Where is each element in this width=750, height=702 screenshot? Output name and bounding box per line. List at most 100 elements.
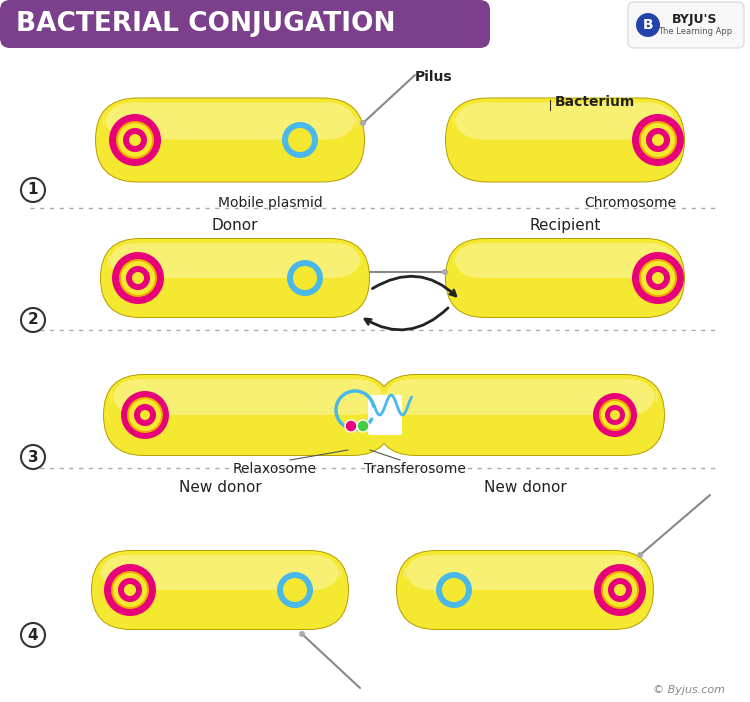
Text: New donor: New donor <box>178 480 261 495</box>
FancyBboxPatch shape <box>95 98 365 183</box>
FancyBboxPatch shape <box>445 98 685 183</box>
Circle shape <box>599 399 631 431</box>
Circle shape <box>129 399 161 431</box>
Text: Donor: Donor <box>211 218 258 233</box>
Circle shape <box>608 578 632 602</box>
Circle shape <box>601 571 639 609</box>
Circle shape <box>116 121 154 159</box>
Text: BYJU'S: BYJU'S <box>672 13 718 27</box>
Circle shape <box>614 584 626 596</box>
Circle shape <box>637 552 643 558</box>
Circle shape <box>652 134 664 146</box>
FancyBboxPatch shape <box>375 374 665 456</box>
Circle shape <box>283 578 307 602</box>
Circle shape <box>129 134 141 146</box>
Circle shape <box>646 128 670 152</box>
FancyBboxPatch shape <box>101 239 369 317</box>
Circle shape <box>293 266 317 290</box>
Circle shape <box>357 420 369 432</box>
Circle shape <box>119 259 157 297</box>
FancyBboxPatch shape <box>0 0 490 48</box>
Text: New donor: New donor <box>484 480 566 495</box>
FancyBboxPatch shape <box>446 239 684 317</box>
Text: BACTERIAL CONJUGATION: BACTERIAL CONJUGATION <box>16 11 395 37</box>
FancyBboxPatch shape <box>99 555 341 590</box>
Circle shape <box>121 391 169 439</box>
Circle shape <box>126 266 150 290</box>
Circle shape <box>121 261 155 295</box>
Circle shape <box>21 445 45 469</box>
Circle shape <box>132 272 144 284</box>
Circle shape <box>299 631 305 637</box>
Circle shape <box>442 269 448 275</box>
Circle shape <box>442 578 466 602</box>
FancyBboxPatch shape <box>383 379 657 415</box>
Text: 3: 3 <box>28 449 38 465</box>
Circle shape <box>123 128 147 152</box>
Text: The Learning App: The Learning App <box>658 27 732 36</box>
Circle shape <box>118 578 142 602</box>
FancyBboxPatch shape <box>396 550 654 630</box>
Text: 4: 4 <box>28 628 38 642</box>
FancyBboxPatch shape <box>453 243 677 278</box>
FancyBboxPatch shape <box>91 550 349 630</box>
Circle shape <box>112 252 164 304</box>
Circle shape <box>636 13 660 37</box>
Circle shape <box>111 571 149 609</box>
Circle shape <box>639 259 677 297</box>
FancyBboxPatch shape <box>628 2 744 48</box>
Circle shape <box>593 393 637 437</box>
FancyBboxPatch shape <box>445 238 685 318</box>
Circle shape <box>287 260 323 296</box>
FancyBboxPatch shape <box>96 98 364 182</box>
Text: Transferosome: Transferosome <box>364 462 466 476</box>
Circle shape <box>21 178 45 202</box>
Circle shape <box>118 123 152 157</box>
Circle shape <box>610 410 620 420</box>
Circle shape <box>113 573 147 607</box>
FancyBboxPatch shape <box>376 375 664 455</box>
Circle shape <box>632 114 684 166</box>
Circle shape <box>288 128 312 152</box>
Text: 2: 2 <box>28 312 38 328</box>
Circle shape <box>632 252 684 304</box>
Circle shape <box>21 623 45 647</box>
FancyBboxPatch shape <box>404 555 646 590</box>
Circle shape <box>605 405 625 425</box>
Text: Chromosome: Chromosome <box>584 196 676 210</box>
Circle shape <box>652 272 664 284</box>
Circle shape <box>594 564 646 616</box>
Text: Recipient: Recipient <box>530 218 601 233</box>
Circle shape <box>641 123 675 157</box>
FancyBboxPatch shape <box>111 379 385 415</box>
Circle shape <box>282 122 318 158</box>
Text: Bacterium: Bacterium <box>555 95 635 109</box>
Text: Relaxosome: Relaxosome <box>233 462 317 476</box>
Circle shape <box>360 120 366 126</box>
FancyBboxPatch shape <box>103 102 357 140</box>
Circle shape <box>436 572 472 608</box>
FancyBboxPatch shape <box>453 102 677 140</box>
Text: 1: 1 <box>28 183 38 197</box>
Circle shape <box>134 404 156 426</box>
Circle shape <box>639 121 677 159</box>
Circle shape <box>127 397 163 433</box>
Circle shape <box>646 266 670 290</box>
Circle shape <box>345 420 357 432</box>
Circle shape <box>124 584 136 596</box>
Text: © Byjus.com: © Byjus.com <box>653 685 725 695</box>
FancyBboxPatch shape <box>368 395 402 435</box>
Circle shape <box>277 572 313 608</box>
FancyBboxPatch shape <box>100 238 370 318</box>
Circle shape <box>140 410 150 420</box>
FancyBboxPatch shape <box>446 98 684 182</box>
FancyBboxPatch shape <box>92 551 348 629</box>
Circle shape <box>21 308 45 332</box>
Circle shape <box>109 114 161 166</box>
Text: B: B <box>643 18 653 32</box>
Text: Pilus: Pilus <box>415 70 452 84</box>
Circle shape <box>641 261 675 295</box>
Circle shape <box>104 564 156 616</box>
FancyBboxPatch shape <box>103 374 393 456</box>
Text: Mobile plasmid: Mobile plasmid <box>217 196 322 210</box>
